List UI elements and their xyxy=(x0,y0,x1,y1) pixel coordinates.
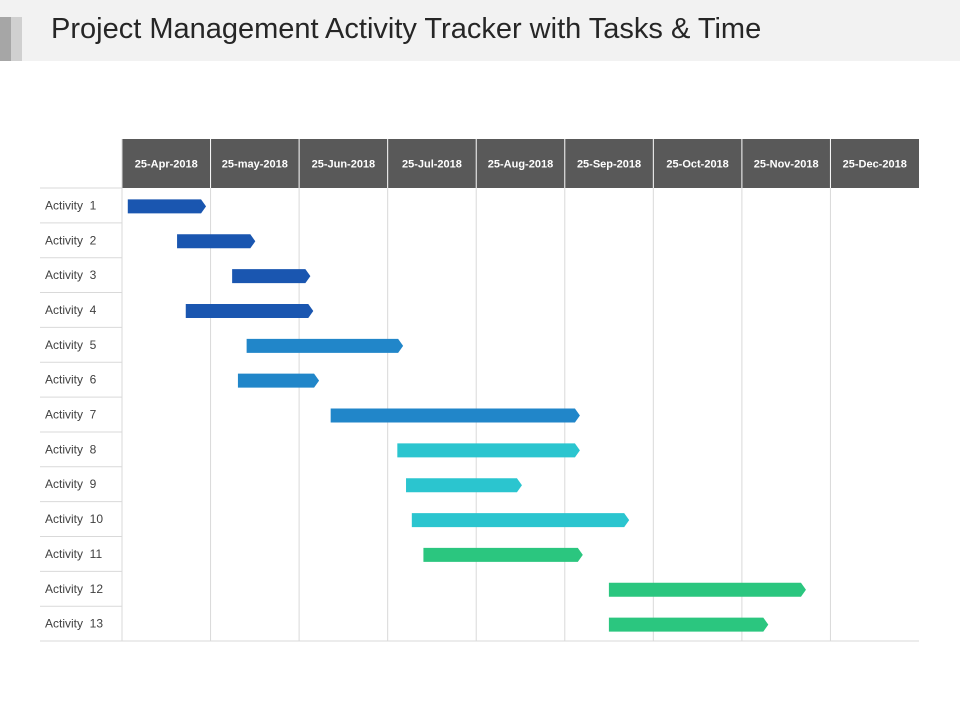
activity-bar xyxy=(232,269,311,284)
activity-bar xyxy=(608,617,769,632)
date-column-header: 25-Apr-2018 xyxy=(135,159,198,171)
activity-bar xyxy=(330,408,580,423)
date-column-header: 25-Oct-2018 xyxy=(666,159,728,171)
activity-bar xyxy=(246,338,404,353)
date-column-header: 25-Dec-2018 xyxy=(843,159,907,171)
activity-label: Activity 8 xyxy=(45,442,97,456)
activity-label: Activity 3 xyxy=(45,268,97,282)
activity-label: Activity 6 xyxy=(45,373,97,387)
activity-bar xyxy=(608,582,806,597)
activity-bar xyxy=(177,234,256,249)
activity-label: Activity 1 xyxy=(45,198,97,212)
date-column-header: 25-Jun-2018 xyxy=(312,159,376,171)
activity-bar xyxy=(411,513,630,528)
activity-bar xyxy=(127,199,207,214)
activity-label: Activity 5 xyxy=(45,338,97,352)
activity-label: Activity 12 xyxy=(45,582,103,596)
header-band xyxy=(122,139,919,188)
page-title: Project Management Activity Tracker with… xyxy=(51,13,762,45)
activity-label: Activity 11 xyxy=(45,547,102,561)
date-column-header: 25-Aug-2018 xyxy=(488,159,553,171)
activity-label: Activity 10 xyxy=(45,512,103,526)
title-accent-light xyxy=(11,17,22,61)
date-column-header: 25-may-2018 xyxy=(222,159,288,171)
activity-bar xyxy=(406,478,522,493)
activity-bar xyxy=(237,373,320,388)
activity-bar xyxy=(185,303,314,318)
title-bar: Project Management Activity Tracker with… xyxy=(0,0,960,61)
activity-label: Activity 7 xyxy=(45,408,97,422)
activity-bar xyxy=(423,547,583,562)
date-column-header: 25-Sep-2018 xyxy=(577,159,641,171)
date-column-header: 25-Jul-2018 xyxy=(402,159,462,171)
date-column-header: 25-Nov-2018 xyxy=(754,159,819,171)
activity-label: Activity 13 xyxy=(45,617,103,631)
title-accent-dark xyxy=(0,17,11,61)
activity-label: Activity 2 xyxy=(45,233,97,247)
activity-label: Activity 4 xyxy=(45,303,97,317)
activity-label: Activity 9 xyxy=(45,477,97,491)
activity-bar xyxy=(397,443,580,458)
